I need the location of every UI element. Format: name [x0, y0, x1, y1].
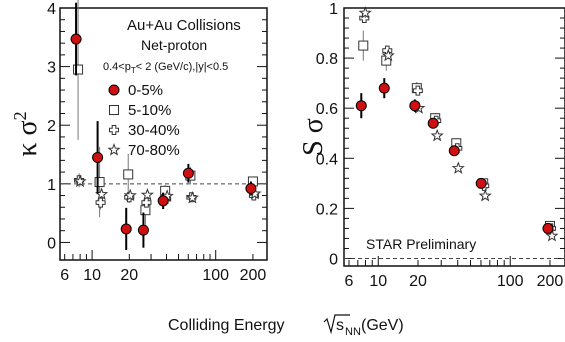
legend-label: 5-10% [128, 102, 171, 119]
left-data-point [157, 195, 169, 207]
right-data-point [381, 48, 395, 62]
right-y-tick-label: 0 [329, 251, 338, 268]
left-data-point [185, 190, 199, 204]
right-x-tick-label: 20 [409, 273, 427, 290]
left-x-tick-label: 10 [83, 267, 101, 284]
left-x-tick-label: 100 [202, 267, 229, 284]
right-data-point [542, 222, 554, 234]
right-data-point [358, 6, 372, 19]
legend-cuts-subscript: T [131, 66, 136, 75]
left-y-axis-title-superscript: 2 [10, 111, 30, 120]
right-x-tick-label: 6 [345, 273, 354, 290]
right-x-tick-label: 10 [369, 273, 387, 290]
right-y-axis-title: S σ [298, 118, 329, 156]
legend-marker [109, 105, 119, 115]
sqrt-sign [323, 314, 350, 335]
left-data-point [70, 33, 82, 45]
right-plot-frame [343, 7, 565, 267]
left-y-tick-label: 2 [47, 118, 56, 135]
left-plot-frame [59, 7, 268, 261]
legend-kinematic-cuts: 0.4<pT< 2 (GeV/c),|y|<0.5 [103, 61, 228, 75]
legend-label: 70-80% [128, 142, 180, 159]
right-data-point [358, 40, 369, 51]
legend-title: Au+Au Collisions [127, 17, 241, 34]
right-y-tick-label: 0.6 [316, 101, 338, 118]
left-data-point [141, 197, 152, 208]
legend-marker [107, 143, 121, 156]
right-data-point [448, 145, 460, 157]
legend-subtitle: Net-proton [141, 37, 207, 53]
legend-marker [108, 84, 120, 96]
x-axis-title-text: Colliding Energy [168, 317, 285, 334]
left-y-tick-label: 3 [47, 60, 56, 77]
right-data-point [430, 128, 444, 142]
right-data-marks [355, 6, 559, 242]
right-x-tick-label: 200 [537, 273, 564, 290]
left-data-point [182, 167, 194, 179]
right-data-point [451, 161, 465, 174]
left-data-point [140, 188, 155, 201]
right-y-tick-label: 0.2 [316, 201, 338, 218]
legend-entries: 0-5% 5-10% 30-40% 70-80% [107, 82, 180, 159]
right-data-point [412, 85, 423, 96]
right-data-point [355, 100, 367, 112]
left-y-tick-label: 1 [47, 177, 56, 194]
left-x-tick-label: 20 [120, 267, 138, 284]
left-data-point [73, 174, 87, 188]
right-panel: S σ 6 10 20 100 200 0 0.2 0.4 0.6 0.8 1 STAR Preli… [298, 1, 565, 290]
right-data-point [478, 188, 492, 202]
right-x-tick-label: 100 [497, 273, 524, 290]
left-data-point [95, 197, 106, 208]
left-legend: Au+Au Collisions Net-proton 0.4<pT< 2 (G… [103, 17, 241, 159]
left-panel: κ σ2 6 10 20 100 200 0 1 2 3 4 Au+Au Collisions N… [10, 0, 268, 284]
x-axis-title-subscript: NN [345, 326, 361, 338]
right-data-point [475, 177, 487, 189]
left-data-point [123, 169, 134, 180]
left-y-axis-title: κ σ2 [10, 111, 43, 156]
left-data-point [123, 188, 137, 202]
right-data-point [378, 82, 390, 94]
left-data-point [120, 223, 132, 235]
left-x-tick-label: 6 [60, 267, 69, 284]
right-y-tick-label: 1 [329, 1, 338, 18]
x-axis-title-radicand: s [336, 317, 344, 334]
left-x-tick-label: 200 [240, 267, 267, 284]
left-data-point [73, 64, 84, 75]
legend-marker [109, 125, 119, 135]
legend-label: 30-40% [128, 122, 180, 139]
right-axes: 6 10 20 100 200 0 0.2 0.4 0.6 0.8 1 [316, 1, 565, 290]
star-preliminary-annotation: STAR Preliminary [366, 236, 476, 252]
right-y-tick-label: 0.4 [316, 151, 338, 168]
left-y-tick-label: 4 [47, 1, 56, 18]
left-data-point [94, 177, 105, 188]
left-data-point [92, 151, 104, 163]
right-data-point [427, 117, 439, 129]
right-data-point [545, 229, 559, 242]
legend-label: 0-5% [128, 82, 163, 99]
left-data-point [137, 224, 149, 236]
right-y-tick-label: 0.8 [316, 51, 338, 68]
x-axis-title-unit: (GeV) [361, 317, 404, 334]
x-axis-title: Colliding Energy s NN (GeV) [168, 314, 404, 338]
left-data-point [245, 183, 257, 195]
right-data-point [409, 100, 421, 112]
left-axes: 6 10 20 100 200 0 1 2 3 4 [47, 1, 267, 284]
left-y-tick-label: 0 [47, 235, 56, 252]
left-data-marks [70, 0, 262, 251]
